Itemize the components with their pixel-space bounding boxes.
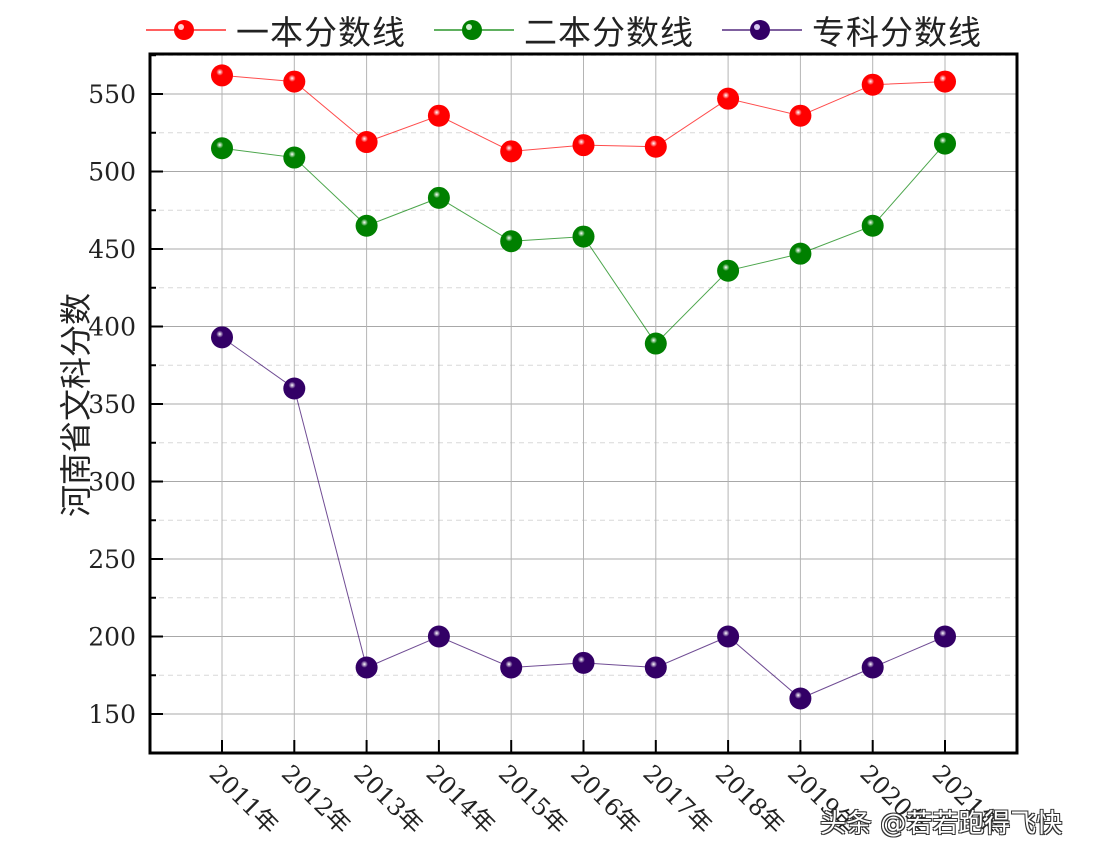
svg-text:350: 350 [88, 390, 136, 419]
data-point [861, 656, 884, 679]
legend-item-second-tier: 二本分数线 [434, 6, 694, 54]
legend-marker-green-icon [434, 20, 514, 40]
data-point [211, 137, 233, 160]
data-point [572, 651, 595, 674]
legend-marker-red-icon [146, 20, 226, 40]
svg-text:400: 400 [88, 313, 136, 342]
data-point [934, 625, 956, 648]
svg-text:250: 250 [88, 545, 136, 574]
svg-text:200: 200 [88, 623, 136, 652]
svg-text:2016年: 2016年 [565, 759, 645, 839]
svg-text:550: 550 [88, 80, 136, 109]
legend-item-vocational: 专科分数线 [722, 6, 982, 54]
svg-text:150: 150 [88, 700, 136, 729]
data-point [789, 242, 812, 265]
svg-text:2012年: 2012年 [276, 759, 356, 839]
data-point [934, 132, 956, 155]
chart-legend: 一本分数线 二本分数线 专科分数线 [146, 8, 1010, 52]
data-point [717, 259, 740, 282]
data-point [427, 625, 450, 648]
data-point [500, 140, 523, 163]
legend-label: 专科分数线 [812, 13, 982, 52]
data-point [355, 656, 378, 679]
data-point [283, 377, 306, 400]
data-point [861, 214, 884, 237]
svg-text:300: 300 [88, 468, 136, 497]
legend-label: 一本分数线 [236, 13, 406, 52]
data-point [789, 104, 812, 127]
legend-label: 二本分数线 [524, 13, 694, 52]
legend-item-first-tier: 一本分数线 [146, 6, 406, 54]
svg-text:2011年: 2011年 [204, 759, 284, 839]
svg-text:2015年: 2015年 [493, 759, 573, 839]
data-point [644, 135, 667, 158]
svg-text:450: 450 [88, 235, 136, 264]
svg-text:2013年: 2013年 [348, 759, 428, 839]
data-point [283, 70, 306, 93]
data-point [355, 131, 378, 154]
data-point [572, 225, 595, 248]
data-point [717, 625, 740, 648]
data-point [283, 146, 306, 169]
watermark: 头条 @若若跑得飞快 [820, 809, 1063, 839]
svg-text:2018年: 2018年 [710, 759, 790, 839]
data-point [717, 87, 740, 110]
data-point [789, 687, 812, 710]
svg-text:2014年: 2014年 [421, 759, 501, 839]
data-point [500, 656, 523, 679]
data-point [500, 230, 523, 253]
data-point [211, 64, 233, 87]
legend-marker-purple-icon [722, 20, 802, 40]
data-point [644, 332, 667, 355]
data-point [355, 214, 378, 237]
data-point [572, 134, 595, 157]
data-point [211, 326, 233, 349]
svg-text:2017年: 2017年 [638, 759, 718, 839]
data-point [427, 104, 450, 127]
data-point [644, 656, 667, 679]
data-point [861, 73, 884, 96]
data-point [427, 186, 450, 209]
data-point [934, 70, 956, 93]
svg-text:500: 500 [88, 158, 136, 187]
